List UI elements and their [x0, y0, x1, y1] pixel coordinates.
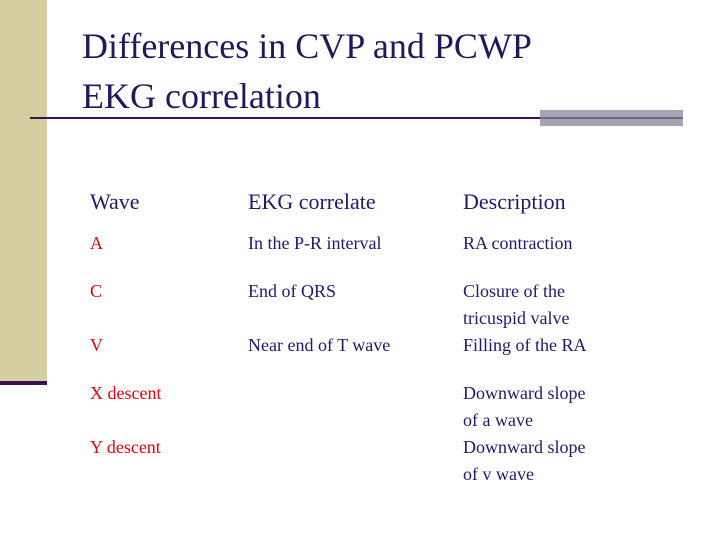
ekg-cell: In the P-R interval — [248, 233, 382, 253]
wave-cell: V — [90, 335, 103, 355]
side-bar — [0, 0, 47, 383]
title-rule — [30, 117, 542, 119]
description-line: Downward slope — [463, 437, 586, 457]
wave-cell: Y descent — [90, 437, 161, 457]
description-line: Downward slope — [463, 383, 586, 403]
column-header: Wave — [90, 189, 140, 214]
wave-cell: C — [90, 281, 103, 301]
description-line: of v wave — [463, 464, 534, 484]
description-line: RA contraction — [463, 233, 573, 253]
ekg-cell: End of QRS — [248, 281, 337, 301]
wave-cell: X descent — [90, 383, 162, 403]
title-line: Differences in CVP and PCWP — [82, 26, 532, 66]
side-bar-rule — [0, 381, 47, 385]
description-line: of a wave — [463, 410, 533, 430]
title-rule-line — [540, 117, 683, 119]
wave-cell: A — [90, 233, 103, 253]
description-line: tricuspid valve — [463, 308, 570, 328]
description-line: Closure of the — [463, 281, 565, 301]
description-line: Filling of the RA — [463, 335, 587, 355]
column-header: EKG correlate — [248, 189, 376, 214]
title-line: EKG correlation — [82, 76, 321, 116]
ekg-cell: Near end of T wave — [248, 335, 391, 355]
column-header: Description — [463, 189, 566, 214]
